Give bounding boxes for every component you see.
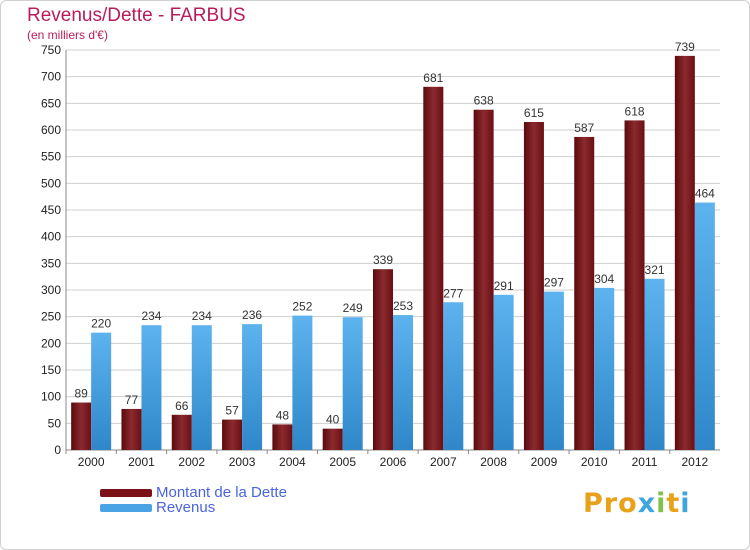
data-label-dette: 339 xyxy=(373,253,393,267)
bar-dette xyxy=(574,136,595,450)
data-label-revenus: 252 xyxy=(292,300,312,314)
x-tick-label: 2010 xyxy=(581,455,608,469)
data-label-revenus: 234 xyxy=(192,309,212,323)
bar-dette xyxy=(272,424,293,450)
y-tick-label: 700 xyxy=(41,70,61,84)
legend-item-revenus: Revenus xyxy=(100,499,287,516)
legend-item-dette: Montant de la Dette xyxy=(100,484,287,501)
data-label-revenus: 249 xyxy=(343,301,363,315)
legend-swatch-dette xyxy=(100,488,152,497)
x-tick-label: 2008 xyxy=(480,455,507,469)
x-tick-label: 2003 xyxy=(229,455,256,469)
y-tick-label: 200 xyxy=(41,336,61,350)
bar-dette xyxy=(71,402,92,450)
bar-revenus xyxy=(91,332,112,450)
y-tick-label: 750 xyxy=(41,43,61,57)
data-label-dette: 739 xyxy=(675,40,695,54)
bar-revenus xyxy=(342,317,363,450)
bar-revenus xyxy=(141,325,162,450)
x-tick-label: 2004 xyxy=(279,455,306,469)
data-label-dette: 587 xyxy=(574,121,594,135)
data-label-dette: 48 xyxy=(276,408,290,422)
data-label-revenus: 464 xyxy=(695,187,715,201)
y-tick-label: 450 xyxy=(41,203,61,217)
data-label-revenus: 277 xyxy=(443,286,463,300)
legend-label-revenus: Revenus xyxy=(156,499,216,516)
x-tick-label: 2001 xyxy=(128,455,155,469)
data-label-dette: 615 xyxy=(524,106,544,120)
bar-dette xyxy=(171,414,192,450)
bar-revenus xyxy=(242,324,263,450)
bar-dette xyxy=(222,419,243,450)
data-label-dette: 638 xyxy=(474,94,494,108)
y-tick-label: 300 xyxy=(41,283,61,297)
bar-dette xyxy=(322,428,343,450)
bar-revenus xyxy=(644,278,665,450)
data-label-dette: 40 xyxy=(326,413,340,427)
x-tick-label: 2012 xyxy=(681,455,708,469)
proxiti-logo: Proxiti xyxy=(583,488,691,519)
y-tick-label: 350 xyxy=(41,256,61,270)
y-tick-label: 50 xyxy=(48,416,62,430)
legend-label-dette: Montant de la Dette xyxy=(156,484,287,501)
data-label-revenus: 236 xyxy=(242,308,262,322)
data-label-revenus: 321 xyxy=(645,263,665,277)
x-tick-label: 2005 xyxy=(329,455,356,469)
x-tick-label: 2006 xyxy=(380,455,407,469)
data-label-revenus: 253 xyxy=(393,299,413,313)
bar-dette xyxy=(473,109,494,450)
bar-revenus xyxy=(694,202,715,450)
bar-dette xyxy=(674,55,695,450)
y-tick-label: 600 xyxy=(41,123,61,137)
data-label-dette: 66 xyxy=(175,399,189,413)
y-tick-label: 100 xyxy=(41,390,61,404)
data-label-dette: 89 xyxy=(74,387,88,401)
x-tick-label: 2000 xyxy=(78,455,105,469)
data-label-revenus: 220 xyxy=(91,317,111,331)
y-tick-label: 150 xyxy=(41,363,61,377)
data-label-dette: 77 xyxy=(125,393,139,407)
x-tick-label: 2007 xyxy=(430,455,457,469)
y-tick-label: 250 xyxy=(41,310,61,324)
bar-revenus xyxy=(543,291,564,450)
y-tick-label: 550 xyxy=(41,150,61,164)
legend-swatch-revenus xyxy=(100,503,152,512)
data-label-revenus: 297 xyxy=(544,276,564,290)
data-label-dette: 57 xyxy=(225,404,239,418)
data-label-revenus: 291 xyxy=(494,279,514,293)
bar-dette xyxy=(624,120,645,451)
bar-revenus xyxy=(443,302,464,450)
bar-dette xyxy=(423,86,444,451)
y-tick-label: 500 xyxy=(41,176,61,190)
y-tick-label: 650 xyxy=(41,96,61,110)
bar-dette xyxy=(121,408,142,450)
bar-dette xyxy=(523,122,544,450)
bar-revenus xyxy=(191,325,212,450)
chart-title: Revenus/Dette - FARBUS xyxy=(27,5,246,26)
data-label-revenus: 304 xyxy=(594,272,614,286)
data-label-dette: 618 xyxy=(625,104,645,118)
x-tick-label: 2011 xyxy=(632,455,658,469)
legend: Montant de la Dette Revenus xyxy=(100,484,287,516)
x-tick-label: 2002 xyxy=(178,455,205,469)
y-tick-label: 0 xyxy=(54,443,61,457)
bar-revenus xyxy=(594,287,615,450)
data-label-dette: 681 xyxy=(423,71,443,85)
x-tick-label: 2009 xyxy=(531,455,558,469)
bar-revenus xyxy=(493,294,514,450)
y-tick-label: 400 xyxy=(41,230,61,244)
bar-dette xyxy=(373,269,393,450)
bar-revenus xyxy=(292,315,313,450)
bar-revenus xyxy=(393,315,413,450)
chart-subtitle: (en milliers d'€) xyxy=(27,28,108,42)
data-label-revenus: 234 xyxy=(141,309,161,323)
